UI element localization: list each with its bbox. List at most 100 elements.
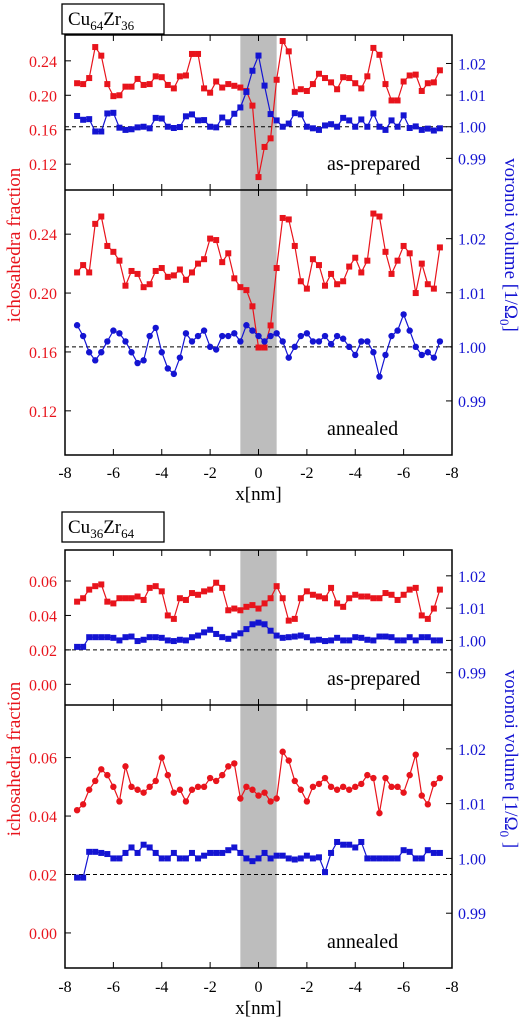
data-point (424, 80, 431, 87)
data-point (164, 81, 171, 88)
data-point (352, 591, 359, 598)
data-point (303, 588, 310, 595)
data-point (412, 123, 419, 130)
data-point (164, 612, 171, 619)
left-tick-label: 0.06 (29, 751, 57, 768)
data-point (164, 123, 171, 130)
data-point (237, 338, 244, 345)
data-point (388, 332, 395, 340)
data-point (201, 256, 208, 263)
data-point (382, 855, 389, 862)
left-tick-label: 0.04 (29, 608, 57, 625)
data-point (231, 275, 238, 282)
right-y-axis-label: voronoi volume [1/Ω0] (497, 158, 521, 332)
figure-label-element: Cu (68, 9, 91, 30)
data-point (364, 636, 371, 643)
data-point (309, 783, 317, 791)
data-point (146, 783, 153, 791)
data-point (182, 637, 189, 644)
data-point (74, 80, 81, 87)
right-tick-label: 1.00 (458, 633, 486, 650)
data-point (86, 634, 93, 641)
data-point (255, 52, 262, 59)
data-point (213, 78, 220, 85)
data-point (92, 634, 99, 641)
data-point (430, 849, 437, 856)
data-point (412, 855, 419, 862)
data-point (201, 117, 208, 124)
right-y-axis-label-text: voronoi volume [1/Ω (500, 158, 521, 319)
data-point (430, 780, 438, 788)
x-tick-label: -4 (349, 465, 362, 482)
data-point (176, 124, 183, 131)
data-point (333, 332, 341, 340)
data-point (273, 852, 280, 859)
data-point (309, 256, 316, 263)
left-tick-label: 0.06 (29, 574, 57, 591)
data-point (297, 855, 304, 862)
right-tick-label: 1.00 (458, 120, 486, 137)
data-point (346, 637, 353, 644)
data-point (188, 849, 195, 856)
data-point (340, 841, 347, 848)
data-point (370, 637, 377, 644)
data-point (243, 626, 250, 633)
data-point (297, 86, 304, 93)
data-point (334, 281, 341, 288)
figure-label-subscript: 36 (90, 526, 104, 541)
data-point (140, 596, 147, 603)
data-point (98, 634, 105, 641)
data-point (243, 855, 250, 862)
data-point (146, 81, 153, 88)
data-point (152, 73, 159, 80)
data-point (140, 284, 147, 291)
data-point (92, 44, 99, 51)
right-tick-label: 0.99 (458, 666, 486, 683)
data-point (339, 783, 347, 791)
data-point (418, 612, 425, 619)
data-point (370, 110, 377, 117)
data-point (164, 771, 171, 779)
data-point (436, 849, 443, 856)
data-point (394, 596, 401, 603)
data-point (207, 586, 214, 593)
data-point (352, 254, 359, 261)
data-point (418, 126, 425, 133)
left-tick-label: 0.16 (29, 345, 57, 362)
data-point (116, 637, 123, 644)
data-point (164, 637, 171, 644)
data-point (195, 591, 202, 598)
data-point (382, 248, 389, 255)
data-point (400, 789, 407, 796)
panel-annealed: 0.00 0.02 0.04 0.06 0.99 1.00 1.01 1.02 annealed (29, 705, 486, 968)
data-point (207, 849, 214, 856)
data-point (346, 75, 353, 82)
data-point (116, 257, 123, 264)
data-point (322, 638, 329, 645)
data-point (104, 110, 111, 117)
data-point (207, 123, 214, 130)
data-point (315, 70, 322, 77)
data-point (291, 110, 298, 117)
data-point (412, 343, 419, 351)
data-point (176, 73, 183, 80)
data-point (86, 116, 93, 123)
data-point (406, 250, 413, 257)
data-point (146, 281, 153, 288)
data-point (285, 48, 292, 55)
data-point (122, 338, 129, 345)
data-point (201, 852, 208, 859)
data-point (194, 332, 202, 340)
data-point (128, 844, 135, 851)
data-point (212, 777, 220, 785)
data-point (400, 637, 407, 644)
data-point (200, 327, 208, 334)
data-point (110, 327, 117, 334)
data-point (418, 260, 425, 267)
data-point (158, 265, 165, 272)
panel-as-prepared: 0.00 0.02 0.04 0.06 0.99 1.00 1.01 1.02 as-prepa… (29, 550, 486, 705)
data-point (237, 630, 244, 637)
data-point (333, 786, 341, 793)
data-point (352, 783, 359, 791)
figure-label-element: Zr (103, 9, 122, 30)
